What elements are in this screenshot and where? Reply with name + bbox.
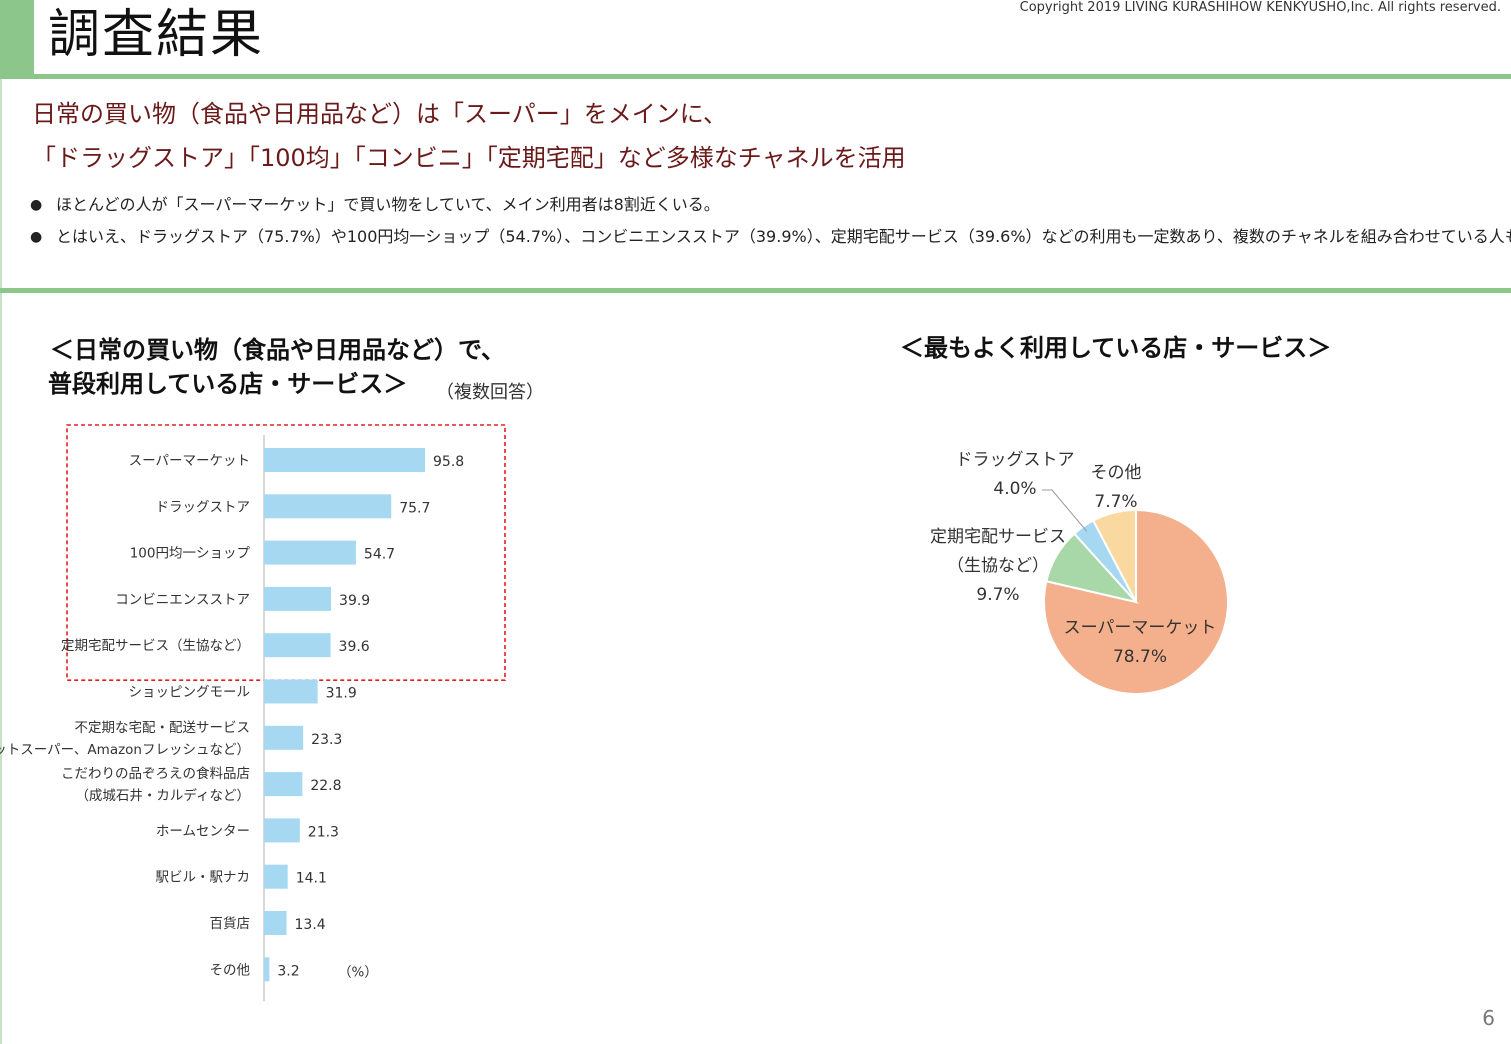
bar-value-label: 21.3 bbox=[308, 824, 339, 840]
category-label: ドラッグストア bbox=[156, 499, 251, 515]
headline-line-2: 「ドラッグストア」「100均」「コンビニ」「定期宅配」など多様なチャネルを活用 bbox=[32, 144, 906, 172]
bar-value-label: 31.9 bbox=[326, 686, 357, 702]
pie-chart: スーパーマーケット 78.7% 定期宅配サービス （生協など） 9.7% ドラッグストア 4… bbox=[930, 450, 1229, 695]
category-label: （成城石井・カルディなど） bbox=[75, 787, 250, 804]
category-label: 不定期な宅配・配送サービス bbox=[75, 720, 251, 736]
copyright-text: Copyright 2019 LIVING KURASHIHOW KENKYUS… bbox=[1019, 0, 1501, 15]
header-divider bbox=[0, 74, 1511, 79]
category-label: （ネットスーパー、Amazonフレッシュなど） bbox=[0, 742, 250, 758]
header-accent-bar bbox=[0, 0, 34, 76]
bar-chart-title-line-1: ＜日常の買い物（食品や日用品など）で、 bbox=[50, 336, 506, 364]
pie-chart-title: ＜最もよく利用している店・サービス＞ bbox=[900, 334, 1332, 362]
bar-value-label: 13.4 bbox=[295, 917, 326, 933]
pie-pct-label: 4.0% bbox=[993, 479, 1036, 499]
bar bbox=[264, 679, 318, 704]
bar bbox=[264, 911, 287, 935]
bar bbox=[264, 448, 425, 472]
category-label: 百貨店 bbox=[210, 915, 251, 932]
bar bbox=[264, 772, 303, 797]
bar-value-label: 95.8 bbox=[433, 454, 464, 470]
bar bbox=[264, 957, 270, 982]
bar bbox=[264, 586, 332, 611]
pie-slice bbox=[1091, 508, 1137, 603]
bar-value-label: 39.9 bbox=[339, 593, 370, 609]
headline-line-1: 日常の買い物（食品や日用品など）は「スーパー」をメインに、 bbox=[32, 100, 728, 128]
left-edge-line bbox=[0, 76, 2, 1044]
bullet-item: とはいえ、ドラッグストア（75.7%）や100円均一ショップ（54.7%）、コン… bbox=[30, 224, 1511, 256]
bullet-list: ほとんどの人が「スーパーマーケット」で買い物をしていて、メイン利用者は8割近くい… bbox=[30, 192, 1511, 256]
bar bbox=[264, 725, 304, 750]
bar bbox=[264, 633, 331, 658]
pie-slice-label: スーパーマーケット bbox=[1064, 618, 1217, 638]
page-number: 6 bbox=[1482, 1006, 1495, 1030]
page-title: 調査結果 bbox=[48, 5, 265, 65]
pie-pct-label: 9.7% bbox=[976, 585, 1019, 605]
bar-value-label: 23.3 bbox=[311, 732, 342, 748]
bar-value-label: 54.7 bbox=[364, 547, 395, 563]
category-label: 定期宅配サービス（生協など） bbox=[61, 638, 250, 654]
leader-line bbox=[1042, 489, 1088, 532]
bullet-item: ほとんどの人が「スーパーマーケット」で買い物をしていて、メイン利用者は8割近くい… bbox=[30, 192, 1511, 224]
category-label: スーパーマーケット bbox=[129, 453, 250, 469]
bar-value-label: 14.1 bbox=[296, 871, 327, 887]
category-label: コンビニエンスストア bbox=[115, 592, 250, 608]
bar bbox=[264, 540, 356, 565]
multiple-answer-note: （複数回答） bbox=[436, 382, 544, 403]
category-label: その他 bbox=[210, 962, 251, 978]
bar bbox=[264, 494, 392, 519]
bar bbox=[264, 818, 300, 843]
category-label: ショッピングモール bbox=[129, 685, 251, 701]
category-label: ホームセンター bbox=[156, 823, 250, 839]
bar bbox=[264, 864, 288, 889]
pie-slice-label: ドラッグストア bbox=[956, 450, 1075, 470]
bar-chart-title-line-2: 普段利用している店・サービス＞ bbox=[48, 370, 408, 398]
unit-label: （%） bbox=[338, 964, 378, 980]
section-divider bbox=[0, 288, 1511, 293]
bar-value-label: 22.8 bbox=[310, 778, 341, 794]
category-label: 駅ビル・駅ナカ bbox=[156, 870, 251, 886]
bar-value-label: 39.6 bbox=[339, 639, 370, 655]
category-label: こだわりの品ぞろえの食料品店 bbox=[61, 765, 250, 782]
bar-chart: 95.8 スーパーマーケット 75.7 ドラッグストア 54.7 100円均一ショップ 39… bbox=[0, 424, 506, 1002]
bar-value-label: 3.2 bbox=[277, 963, 299, 979]
pie-pct-label: 78.7% bbox=[1113, 647, 1167, 667]
pie-pct-label: 7.7% bbox=[1094, 492, 1137, 512]
pie-slice-label: （生協など） bbox=[947, 556, 1049, 576]
pie-slice-label: その他 bbox=[1091, 463, 1142, 483]
category-label: 100円均一ショップ bbox=[130, 546, 251, 562]
bar-value-label: 75.7 bbox=[399, 500, 430, 516]
pie-slice-label: 定期宅配サービス bbox=[930, 527, 1066, 547]
